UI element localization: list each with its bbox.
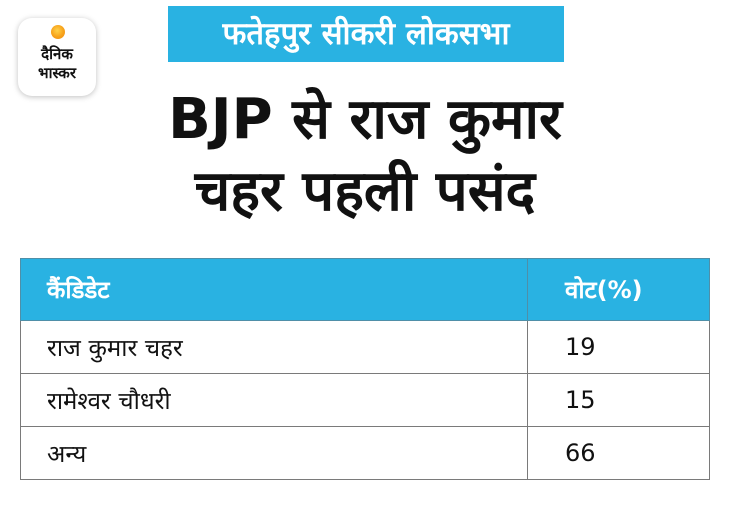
vote-percent: 15 bbox=[527, 373, 710, 427]
table-row: राज कुमार चहर 19 bbox=[20, 320, 710, 374]
candidate-name: राज कुमार चहर bbox=[20, 320, 528, 374]
headline-line-2: चहर पहली पसंद bbox=[194, 159, 536, 224]
logo-line-1: दैनिक bbox=[41, 45, 73, 63]
headline: BJP से राज कुमार चहर पहली पसंद bbox=[60, 84, 670, 228]
table-row: अन्य 66 bbox=[20, 426, 710, 480]
candidate-name: रामेश्वर चौधरी bbox=[20, 373, 528, 427]
brand-logo: दैनिक भास्कर bbox=[18, 18, 96, 96]
candidate-name: अन्य bbox=[20, 426, 528, 480]
sun-icon bbox=[51, 25, 65, 39]
header-candidate: कैंडिडेट bbox=[20, 258, 528, 321]
headline-line-1: BJP से राज कुमार bbox=[168, 87, 562, 152]
table-header-row: कैंडिडेट वोट(%) bbox=[20, 258, 710, 321]
vote-table: कैंडिडेट वोट(%) राज कुमार चहर 19 रामेश्व… bbox=[20, 258, 710, 480]
constituency-banner: फतेहपुर सीकरी लोकसभा bbox=[168, 6, 564, 62]
header-vote: वोट(%) bbox=[527, 258, 710, 321]
logo-line-2: भास्कर bbox=[38, 64, 76, 82]
vote-percent: 19 bbox=[527, 320, 710, 374]
vote-percent: 66 bbox=[527, 426, 710, 480]
table-row: रामेश्वर चौधरी 15 bbox=[20, 373, 710, 427]
